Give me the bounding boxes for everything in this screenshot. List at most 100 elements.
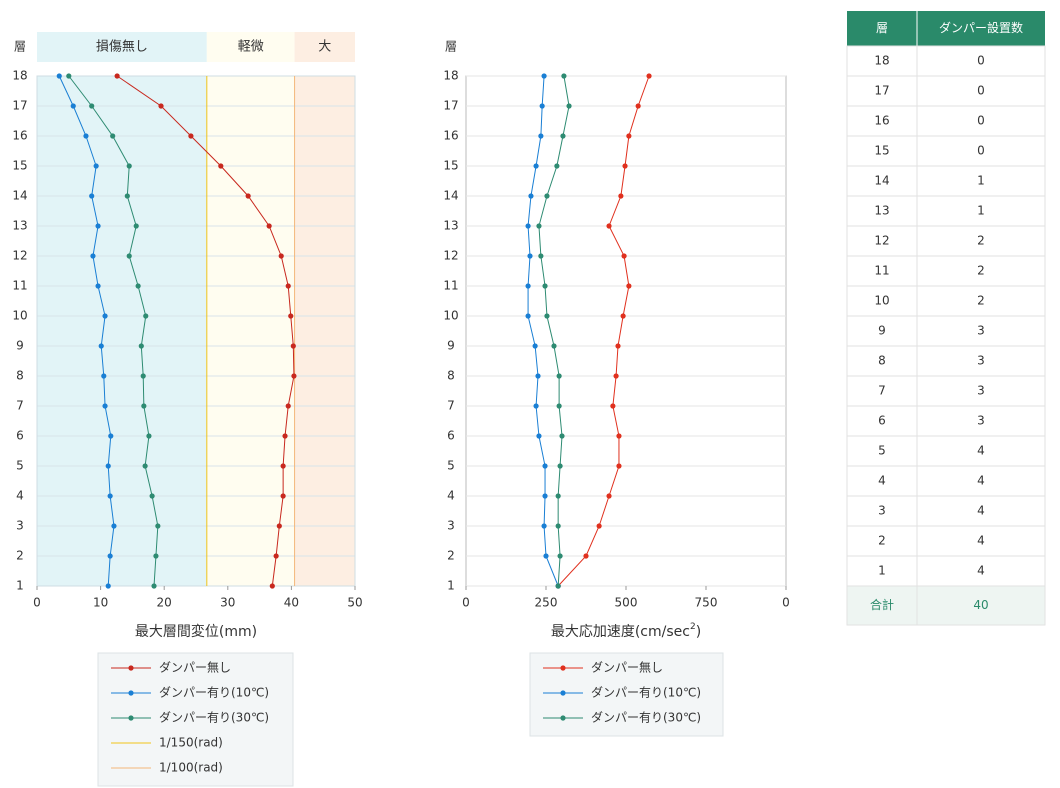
zone-band [37,76,207,586]
table-row [846,135,1046,167]
data-point [626,283,632,289]
zone-band [206,76,295,586]
zone-header [294,32,355,62]
data-point [105,583,111,589]
table-cell: 2 [977,234,985,248]
legend-marker [560,715,566,721]
table-cell: 0 [977,114,985,128]
y-tick-label: 3 [16,519,24,533]
data-point [266,223,272,229]
table-cell: 18 [874,54,889,68]
table-cell: 2 [878,534,886,548]
data-point [536,433,542,439]
y-tick-label: 13 [12,219,27,233]
data-point [559,433,565,439]
legend-label: ダンパー有り(30℃) [591,710,701,725]
table-cell: 8 [878,354,886,368]
data-point [93,163,99,169]
legend-marker [128,715,134,721]
y-tick-label: 18 [12,69,27,83]
x-axis-label: 最大層間変位(mm) [135,623,257,640]
data-point [616,463,622,469]
y-tick-label: 9 [447,339,455,353]
data-point [525,223,531,229]
series-line [116,75,295,587]
table-cell: 0 [977,54,985,68]
data-point [541,523,547,529]
y-tick-label: 2 [447,549,455,563]
table-row [846,195,1046,227]
table-cell: 13 [874,204,889,218]
series-line [68,75,159,587]
x-axis-label-end: ) [696,624,701,640]
y-tick-label: 2 [16,549,24,563]
data-point [155,523,161,529]
data-point [620,313,626,319]
table-row [846,375,1046,407]
table-row [846,405,1046,437]
data-point [556,403,562,409]
y-tick-label: 15 [12,159,27,173]
data-point [291,373,297,379]
data-point [621,253,627,259]
table-cell: 2 [977,294,985,308]
legend-label: ダンパー無し [159,660,231,675]
zone-label: 損傷無し [96,40,148,55]
data-point [101,373,107,379]
data-point [610,403,616,409]
data-point [158,103,164,109]
data-point [245,193,251,199]
x-tick-label: 0 [33,596,41,610]
data-point [102,403,108,409]
data-point [539,103,545,109]
table-cell: 3 [977,324,985,338]
x-tick-label: 750 [695,596,718,610]
x-tick-label: 50 [347,596,362,610]
y-tick-label: 14 [12,189,27,203]
data-point [527,253,533,259]
table-cell: 9 [878,324,886,338]
table-cell: 1 [977,174,985,188]
y-tick-label: 13 [443,219,458,233]
series-line [527,75,559,587]
data-point [278,253,284,259]
table-cell: 0 [977,84,985,98]
data-point [566,103,572,109]
y-tick-label: 12 [12,249,27,263]
table-cell: 0 [977,144,985,158]
data-point [533,163,539,169]
x-tick-label: 30 [220,596,235,610]
data-point [276,523,282,529]
table-row [846,495,1046,527]
zone-band [294,76,355,586]
y-tick-label: 6 [447,429,455,443]
data-point [110,133,116,139]
table-cell: 16 [874,114,889,128]
data-point [635,103,641,109]
legend-label: ダンパー有り(30℃) [159,710,269,725]
legend-label: 1/100(rad) [159,761,223,775]
y-tick-label: 5 [16,459,24,473]
table-row [846,315,1046,347]
data-point [613,373,619,379]
y-tick-label: 12 [443,249,458,263]
table-cell: 11 [874,264,889,278]
plot-border [36,75,356,587]
x-axis-label: 最大応加速度(cm/sec2) [551,622,701,641]
data-point [583,553,589,559]
y-tick-label: 8 [16,369,24,383]
table-row [846,255,1046,287]
data-point [533,403,539,409]
table-row [846,435,1046,467]
table-row [846,225,1046,257]
table-cell: 5 [878,444,886,458]
data-point [149,493,155,499]
data-point [557,553,563,559]
data-point [138,343,144,349]
data-point [532,343,538,349]
data-point [89,103,95,109]
legend-marker [560,665,566,671]
data-point [146,433,152,439]
table-cell: 10 [874,294,889,308]
data-point [153,553,159,559]
